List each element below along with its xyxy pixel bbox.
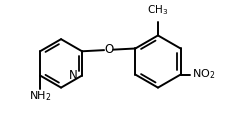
Text: CH$_3$: CH$_3$: [147, 3, 168, 17]
Text: N: N: [68, 69, 77, 82]
Text: NO$_2$: NO$_2$: [191, 68, 214, 82]
Text: O: O: [104, 43, 113, 56]
Text: NH$_2$: NH$_2$: [29, 89, 51, 103]
